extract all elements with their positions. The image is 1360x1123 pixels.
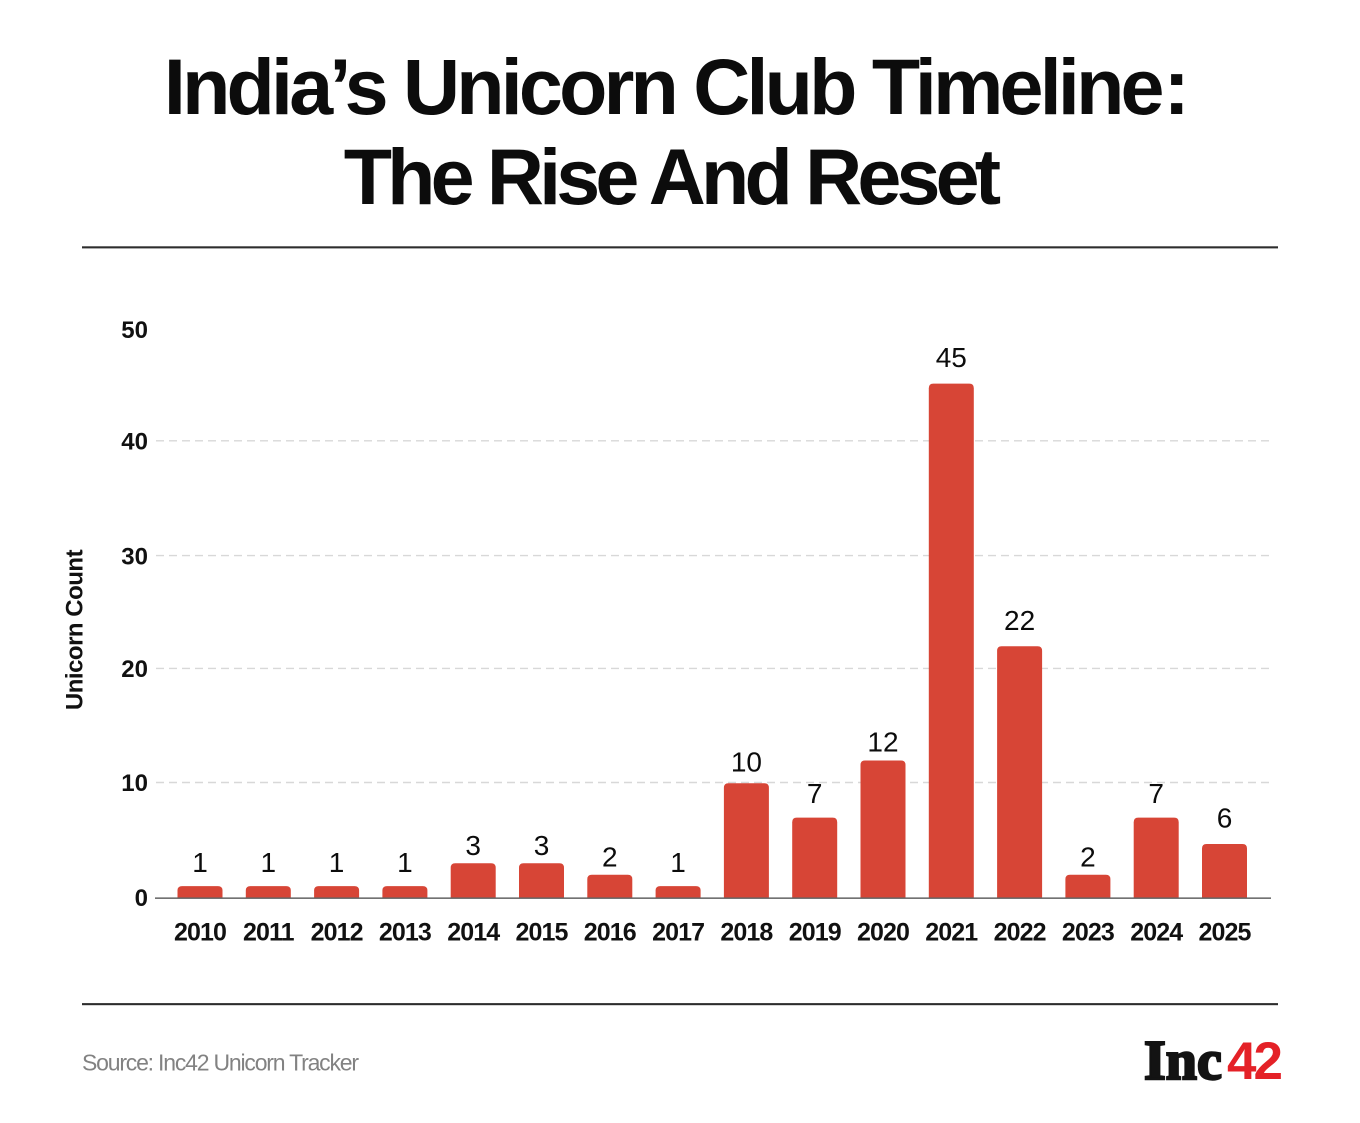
svg-text:20: 20 bbox=[121, 656, 148, 683]
svg-text:2025: 2025 bbox=[1198, 919, 1251, 947]
svg-text:7: 7 bbox=[807, 778, 823, 809]
svg-text:2024: 2024 bbox=[1130, 919, 1183, 947]
svg-text:2011: 2011 bbox=[243, 919, 295, 947]
svg-text:2014: 2014 bbox=[447, 919, 500, 947]
svg-text:10: 10 bbox=[121, 770, 148, 797]
svg-text:2013: 2013 bbox=[379, 919, 431, 947]
svg-text:1: 1 bbox=[192, 847, 208, 878]
svg-text:2022: 2022 bbox=[994, 919, 1046, 947]
svg-text:Unicorn Count: Unicorn Count bbox=[62, 549, 89, 710]
svg-text:2019: 2019 bbox=[789, 919, 841, 947]
svg-text:2012: 2012 bbox=[311, 919, 363, 947]
svg-text:40: 40 bbox=[121, 428, 148, 455]
svg-text:50: 50 bbox=[121, 317, 148, 344]
svg-text:3: 3 bbox=[534, 830, 550, 861]
svg-text:India’s Unicorn Club Timeline: India’s Unicorn Club Timeline : bbox=[164, 42, 1186, 131]
svg-text:7: 7 bbox=[1148, 778, 1164, 809]
svg-text:45: 45 bbox=[936, 342, 967, 373]
svg-text:2020: 2020 bbox=[857, 919, 909, 947]
svg-text:Source: Inc42 Unicorn Tracker: Source: Inc42 Unicorn Tracker bbox=[82, 1050, 359, 1076]
svg-text:22: 22 bbox=[1004, 605, 1035, 636]
svg-text:10: 10 bbox=[731, 746, 762, 777]
svg-text:2017: 2017 bbox=[652, 919, 704, 947]
svg-text:42: 42 bbox=[1227, 1032, 1281, 1091]
svg-text:2023: 2023 bbox=[1062, 919, 1114, 947]
svg-text:30: 30 bbox=[121, 543, 148, 570]
svg-text:2010: 2010 bbox=[174, 919, 226, 947]
svg-text:0: 0 bbox=[135, 885, 148, 912]
svg-text:12: 12 bbox=[867, 727, 898, 758]
svg-text:3: 3 bbox=[465, 830, 481, 861]
svg-text:2: 2 bbox=[1080, 841, 1096, 872]
svg-text:6: 6 bbox=[1217, 803, 1233, 834]
svg-text:1: 1 bbox=[397, 847, 413, 878]
svg-text:Inc: Inc bbox=[1144, 1030, 1222, 1092]
svg-text:1: 1 bbox=[670, 847, 686, 878]
svg-text:2: 2 bbox=[602, 842, 618, 873]
svg-text:2016: 2016 bbox=[584, 919, 636, 947]
svg-text:1: 1 bbox=[261, 847, 277, 878]
svg-text:2021: 2021 bbox=[925, 919, 978, 947]
svg-text:The Rise And Reset: The Rise And Reset bbox=[344, 132, 1001, 221]
svg-text:2018: 2018 bbox=[720, 919, 773, 947]
svg-text:1: 1 bbox=[329, 847, 345, 878]
svg-text:2015: 2015 bbox=[515, 919, 568, 947]
